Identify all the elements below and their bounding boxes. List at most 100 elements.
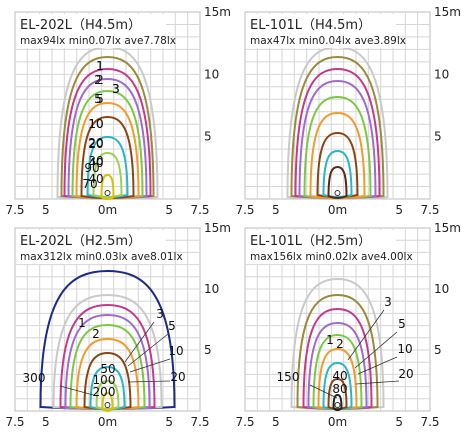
fixture-marker	[104, 402, 111, 408]
isolux-contour-70	[92, 151, 123, 198]
x-tick-label: 0m	[98, 415, 117, 429]
y-tick-label: 5	[434, 130, 442, 144]
label-leader-line	[355, 380, 400, 385]
label-leader-line	[309, 384, 338, 399]
contour-label: 150	[277, 370, 300, 384]
contour-label: 3	[112, 82, 120, 96]
isolux-contour-200	[95, 379, 120, 410]
contour-label: 1	[326, 333, 334, 347]
label-leader-line	[59, 385, 98, 397]
contour-label: 30	[88, 154, 103, 168]
panel-title: EL-202L（H2.5m）	[20, 234, 141, 249]
label-leader-line	[357, 356, 398, 375]
isolux-contour-40	[327, 165, 348, 199]
contour-label: 40	[88, 172, 103, 186]
contour-label: 2	[92, 327, 100, 341]
y-tick-label: 5	[204, 130, 212, 144]
contour-label: 100	[93, 373, 116, 387]
contour-label: 10	[88, 117, 103, 131]
contour-label: 5	[398, 317, 406, 331]
x-tick-label: 0m	[98, 203, 117, 217]
contour-label: 80	[332, 382, 347, 396]
contour-label: 70	[82, 177, 97, 191]
y-tick-label: 5	[434, 343, 442, 357]
label-leader-line	[127, 333, 169, 367]
contour-label: 20	[88, 137, 103, 151]
x-tick-label: 5	[272, 203, 280, 217]
y-tick-label: 15m	[434, 221, 461, 235]
y-tick-label: 10	[434, 67, 449, 81]
contour-label: 3	[112, 82, 120, 96]
label-leader-line	[347, 309, 385, 361]
title-backdrop	[16, 230, 166, 264]
x-tick-label: 5	[42, 415, 50, 429]
y-tick-label: 10	[434, 282, 449, 296]
contour-label: 300	[23, 371, 46, 385]
x-tick-label: 5	[42, 203, 50, 217]
contour-label: 50	[100, 362, 115, 376]
x-tick-label: 5	[395, 415, 403, 429]
panel-title: EL-202L（H4.5m）	[20, 18, 141, 33]
x-tick-label: 5	[395, 203, 403, 217]
x-tick-label: 7.5	[5, 203, 24, 217]
contour-label: 2	[96, 73, 104, 87]
x-tick-label: 7.5	[190, 203, 209, 217]
fixture-marker	[104, 190, 111, 196]
contour-label: 40	[332, 369, 347, 383]
y-tick-label: 15m	[204, 221, 231, 235]
isolux-contour-300	[101, 391, 114, 412]
contour-label: 20	[170, 370, 185, 384]
panel-stats: max94lx min0.07lx ave7.78lx	[20, 35, 176, 47]
contour-label: 10	[168, 344, 183, 358]
title-backdrop	[246, 14, 396, 48]
contour-label: 5	[168, 319, 176, 333]
title-backdrop	[246, 230, 396, 264]
contour-label: 20	[88, 136, 103, 150]
contour-label: 90	[84, 161, 99, 175]
isolux-contour-90	[100, 173, 115, 200]
x-tick-label: 5	[165, 415, 173, 429]
contour-label: 1	[96, 59, 104, 73]
y-tick-label: 15m	[434, 5, 461, 19]
x-tick-label: 5	[272, 415, 280, 429]
panel-stats: max312lx min0.03lx ave8.01lx	[20, 251, 183, 263]
contour-label: 2	[94, 73, 102, 87]
y-tick-label: 15m	[204, 5, 231, 19]
x-tick-label: 0m	[328, 203, 347, 217]
contour-label: 2	[336, 337, 344, 351]
x-tick-label: 7.5	[235, 203, 254, 217]
y-tick-label: 10	[204, 282, 219, 296]
x-tick-label: 7.5	[190, 415, 209, 429]
contour-label: 5	[94, 92, 102, 106]
fixture-marker	[334, 402, 341, 408]
contour-label: 20	[398, 367, 413, 381]
contour-label: 10	[397, 342, 412, 356]
contour-label: 10	[88, 117, 103, 131]
x-tick-label: 7.5	[420, 203, 439, 217]
label-leader-line	[124, 321, 155, 363]
title-backdrop	[16, 14, 166, 48]
panel-stats: max47lx min0.04lx ave3.89lx	[250, 35, 406, 47]
label-leader-line	[129, 358, 171, 373]
x-tick-label: 5	[165, 203, 173, 217]
contour-label: 3	[156, 307, 164, 321]
panel-title: EL-101L（H4.5m）	[250, 18, 371, 33]
panel-stats: max156lx min0.02lx ave4.00lx	[250, 251, 413, 263]
y-tick-label: 5	[204, 343, 212, 357]
label-leader-line	[127, 380, 171, 383]
contour-label: 200	[93, 385, 116, 399]
panel-title: EL-101L（H2.5m）	[250, 234, 371, 249]
contour-label: 1	[96, 59, 104, 73]
fixture-marker	[334, 190, 341, 196]
contour-label: 1	[78, 316, 86, 330]
contour-label: 3	[384, 295, 392, 309]
contour-label: 5	[96, 92, 104, 106]
y-tick-label: 10	[204, 67, 219, 81]
label-leader-line	[354, 331, 398, 369]
x-tick-label: 7.5	[235, 415, 254, 429]
x-tick-label: 7.5	[5, 415, 24, 429]
